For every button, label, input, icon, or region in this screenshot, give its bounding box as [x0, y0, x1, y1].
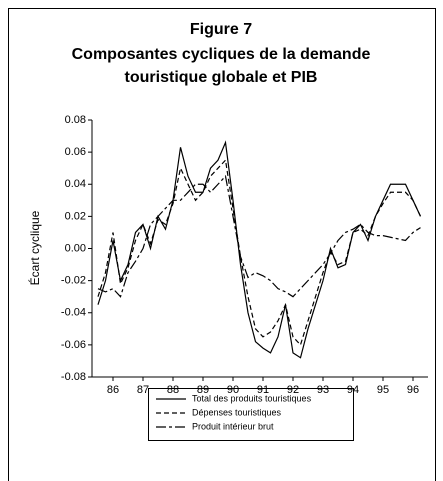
series-line [97, 158, 422, 347]
x-tick-label: 93 [317, 384, 329, 396]
x-tick-label: 91 [257, 384, 269, 396]
chart-title: touristique globale et PIB [125, 69, 318, 86]
x-tick-label: 95 [377, 384, 389, 396]
legend-box [148, 388, 354, 441]
x-tick-label: 90 [227, 384, 239, 396]
x-tick-label: 88 [167, 384, 179, 396]
y-tick-label: -0.04 [61, 307, 86, 319]
x-tick-label: 86 [107, 384, 119, 396]
y-tick-label: 0.08 [65, 114, 86, 126]
y-tick-label: -0.06 [61, 339, 86, 351]
y-tick-label: 0.02 [65, 210, 86, 222]
legend-label: Produit intérieur brut [192, 421, 274, 431]
x-tick-label: 94 [347, 384, 359, 396]
x-tick-label: 89 [197, 384, 209, 396]
x-tick-label: 92 [287, 384, 299, 396]
y-tick-label: -0.02 [61, 275, 86, 287]
x-tick-label: 96 [407, 384, 419, 396]
y-axis-label: Écart cyclique [27, 210, 42, 285]
legend-label: Total des produits touristiques [192, 393, 312, 403]
y-tick-label: 0.04 [65, 178, 86, 190]
y-tick-label: -0.08 [61, 371, 86, 383]
chart-title: Composantes cycliques de la demande [72, 46, 371, 63]
x-tick-label: 87 [137, 384, 149, 396]
series-line [97, 174, 421, 298]
y-tick-label: 0.06 [65, 146, 86, 158]
y-tick-label: 0.00 [65, 242, 86, 254]
figure-number: Figure 7 [190, 21, 252, 38]
legend-label: Dépenses touristiques [192, 407, 282, 417]
series-line [97, 140, 422, 359]
figure-frame [8, 8, 436, 481]
